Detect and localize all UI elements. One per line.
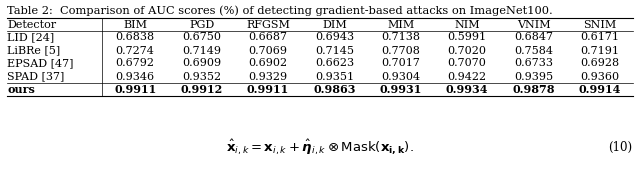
Text: 0.9934: 0.9934 [446,84,488,95]
Text: 0.6902: 0.6902 [248,58,287,68]
Text: 0.9360: 0.9360 [580,71,620,81]
Text: RFGSM: RFGSM [246,19,290,30]
Text: 0.9931: 0.9931 [380,84,422,95]
Text: 0.9878: 0.9878 [512,84,555,95]
Text: 0.9911: 0.9911 [247,84,289,95]
Text: 0.6928: 0.6928 [580,58,620,68]
Text: 0.7070: 0.7070 [447,58,486,68]
Text: 0.9304: 0.9304 [381,71,420,81]
Text: $\hat{\mathbf{x}}_{i,k} = \mathbf{x}_{i,k} + \hat{\boldsymbol{\eta}}_{i,k} \otim: $\hat{\mathbf{x}}_{i,k} = \mathbf{x}_{i,… [226,138,414,156]
Text: 0.6792: 0.6792 [116,58,155,68]
Text: 0.7191: 0.7191 [580,45,620,55]
Text: 0.9329: 0.9329 [248,71,287,81]
Text: 0.6750: 0.6750 [182,32,221,42]
Text: EPSAD [47]: EPSAD [47] [7,58,74,68]
Text: LID [24]: LID [24] [7,32,54,42]
Text: 0.7149: 0.7149 [182,45,221,55]
Text: 0.6943: 0.6943 [315,32,354,42]
Text: 0.9914: 0.9914 [579,84,621,95]
Text: 0.9863: 0.9863 [313,84,356,95]
Text: 0.7145: 0.7145 [315,45,354,55]
Text: ours: ours [7,84,35,95]
Text: 0.7708: 0.7708 [381,45,420,55]
Text: NIM: NIM [454,19,480,30]
Text: 0.6847: 0.6847 [514,32,553,42]
Text: 0.9351: 0.9351 [315,71,354,81]
Text: 0.6687: 0.6687 [248,32,287,42]
Text: DIM: DIM [322,19,347,30]
Text: 0.7020: 0.7020 [447,45,486,55]
Text: SPAD [37]: SPAD [37] [7,71,65,81]
Text: MIM: MIM [387,19,414,30]
Text: Table 2:  Comparison of AUC scores (%) of detecting gradient-based attacks on Im: Table 2: Comparison of AUC scores (%) of… [7,5,553,16]
Text: 0.6733: 0.6733 [514,58,553,68]
Text: 0.9911: 0.9911 [114,84,156,95]
Text: (10): (10) [608,140,632,153]
Text: LiBRe [5]: LiBRe [5] [7,45,60,55]
Text: SNIM: SNIM [583,19,616,30]
Text: 0.7017: 0.7017 [381,58,420,68]
Text: 0.9422: 0.9422 [447,71,486,81]
Text: 0.9352: 0.9352 [182,71,221,81]
Text: 0.6838: 0.6838 [116,32,155,42]
Text: 0.6623: 0.6623 [315,58,354,68]
Text: 0.5991: 0.5991 [447,32,486,42]
Text: PGD: PGD [189,19,214,30]
Text: BIM: BIM [123,19,147,30]
Text: 0.9912: 0.9912 [180,84,223,95]
Text: 0.7274: 0.7274 [116,45,155,55]
Text: 0.7069: 0.7069 [248,45,287,55]
Text: 0.7584: 0.7584 [514,45,553,55]
Text: 0.6171: 0.6171 [580,32,620,42]
Text: 0.9346: 0.9346 [116,71,155,81]
Text: VNIM: VNIM [516,19,550,30]
Text: Detector: Detector [7,19,56,30]
Text: 0.6909: 0.6909 [182,58,221,68]
Text: 0.7138: 0.7138 [381,32,420,42]
Text: 0.9395: 0.9395 [514,71,553,81]
